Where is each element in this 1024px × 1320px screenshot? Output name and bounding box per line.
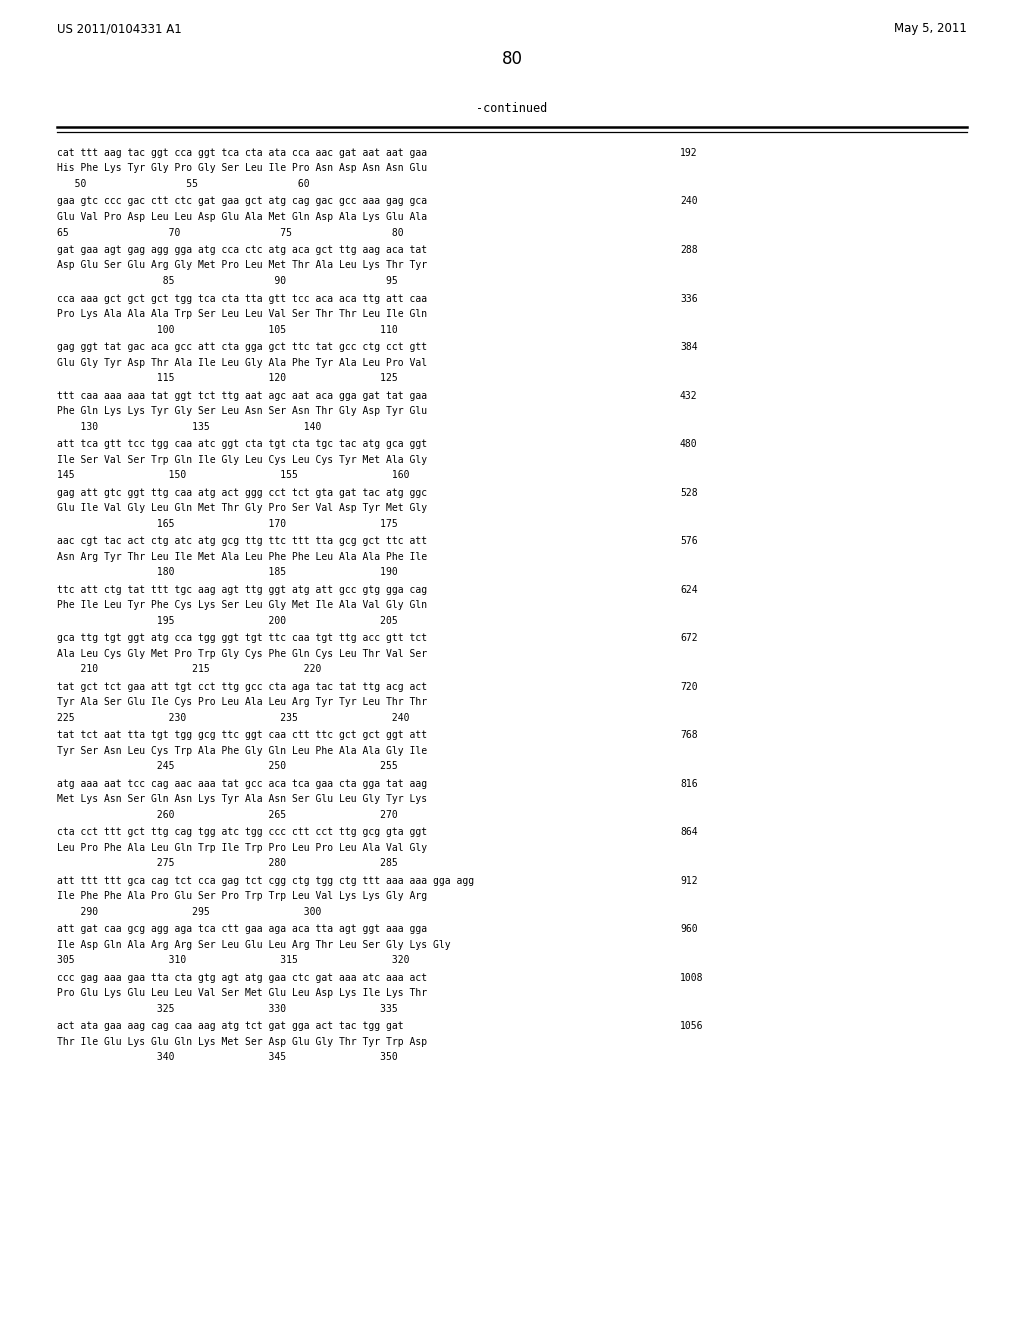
Text: ccc gag aaa gaa tta cta gtg agt atg gaa ctc gat aaa atc aaa act: ccc gag aaa gaa tta cta gtg agt atg gaa … bbox=[57, 973, 427, 982]
Text: aac cgt tac act ctg atc atg gcg ttg ttc ttt tta gcg gct ttc att: aac cgt tac act ctg atc atg gcg ttg ttc … bbox=[57, 536, 427, 546]
Text: Asn Arg Tyr Thr Leu Ile Met Ala Leu Phe Phe Leu Ala Ala Phe Ile: Asn Arg Tyr Thr Leu Ile Met Ala Leu Phe … bbox=[57, 552, 427, 561]
Text: US 2011/0104331 A1: US 2011/0104331 A1 bbox=[57, 22, 181, 36]
Text: att tca gtt tcc tgg caa atc ggt cta tgt cta tgc tac atg gca ggt: att tca gtt tcc tgg caa atc ggt cta tgt … bbox=[57, 440, 427, 449]
Text: act ata gaa aag cag caa aag atg tct gat gga act tac tgg gat: act ata gaa aag cag caa aag atg tct gat … bbox=[57, 1020, 403, 1031]
Text: Phe Ile Leu Tyr Phe Cys Lys Ser Leu Gly Met Ile Ala Val Gly Gln: Phe Ile Leu Tyr Phe Cys Lys Ser Leu Gly … bbox=[57, 601, 427, 610]
Text: 195                200                205: 195 200 205 bbox=[57, 615, 397, 626]
Text: 960: 960 bbox=[680, 924, 697, 935]
Text: Glu Val Pro Asp Leu Leu Asp Glu Ala Met Gln Asp Ala Lys Glu Ala: Glu Val Pro Asp Leu Leu Asp Glu Ala Met … bbox=[57, 213, 427, 222]
Text: 165                170                175: 165 170 175 bbox=[57, 519, 397, 528]
Text: 260                265                270: 260 265 270 bbox=[57, 809, 397, 820]
Text: 912: 912 bbox=[680, 875, 697, 886]
Text: 115                120                125: 115 120 125 bbox=[57, 374, 397, 383]
Text: att gat caa gcg agg aga tca ctt gaa aga aca tta agt ggt aaa gga: att gat caa gcg agg aga tca ctt gaa aga … bbox=[57, 924, 427, 935]
Text: 432: 432 bbox=[680, 391, 697, 400]
Text: 864: 864 bbox=[680, 828, 697, 837]
Text: Ile Phe Phe Ala Pro Glu Ser Pro Trp Trp Leu Val Lys Lys Gly Arg: Ile Phe Phe Ala Pro Glu Ser Pro Trp Trp … bbox=[57, 891, 427, 902]
Text: 384: 384 bbox=[680, 342, 697, 352]
Text: atg aaa aat tcc cag aac aaa tat gcc aca tca gaa cta gga tat aag: atg aaa aat tcc cag aac aaa tat gcc aca … bbox=[57, 779, 427, 788]
Text: May 5, 2011: May 5, 2011 bbox=[894, 22, 967, 36]
Text: 325                330                335: 325 330 335 bbox=[57, 1003, 397, 1014]
Text: Ile Asp Gln Ala Arg Arg Ser Leu Glu Leu Arg Thr Leu Ser Gly Lys Gly: Ile Asp Gln Ala Arg Arg Ser Leu Glu Leu … bbox=[57, 940, 451, 949]
Text: 336: 336 bbox=[680, 293, 697, 304]
Text: tat gct tct gaa att tgt cct ttg gcc cta aga tac tat ttg acg act: tat gct tct gaa att tgt cct ttg gcc cta … bbox=[57, 681, 427, 692]
Text: Tyr Ser Asn Leu Cys Trp Ala Phe Gly Gln Leu Phe Ala Ala Gly Ile: Tyr Ser Asn Leu Cys Trp Ala Phe Gly Gln … bbox=[57, 746, 427, 755]
Text: att ttt ttt gca cag tct cca gag tct cgg ctg tgg ctg ttt aaa aaa gga agg: att ttt ttt gca cag tct cca gag tct cgg … bbox=[57, 875, 474, 886]
Text: ttc att ctg tat ttt tgc aag agt ttg ggt atg att gcc gtg gga cag: ttc att ctg tat ttt tgc aag agt ttg ggt … bbox=[57, 585, 427, 594]
Text: Pro Lys Ala Ala Ala Trp Ser Leu Leu Val Ser Thr Thr Leu Ile Gln: Pro Lys Ala Ala Ala Trp Ser Leu Leu Val … bbox=[57, 309, 427, 319]
Text: 290                295                300: 290 295 300 bbox=[57, 907, 322, 916]
Text: gat gaa agt gag agg gga atg cca ctc atg aca gct ttg aag aca tat: gat gaa agt gag agg gga atg cca ctc atg … bbox=[57, 246, 427, 255]
Text: Thr Ile Glu Lys Glu Gln Lys Met Ser Asp Glu Gly Thr Tyr Trp Asp: Thr Ile Glu Lys Glu Gln Lys Met Ser Asp … bbox=[57, 1036, 427, 1047]
Text: 130                135                140: 130 135 140 bbox=[57, 421, 322, 432]
Text: 225                230                235                240: 225 230 235 240 bbox=[57, 713, 410, 722]
Text: cca aaa gct gct gct tgg tca cta tta gtt tcc aca aca ttg att caa: cca aaa gct gct gct tgg tca cta tta gtt … bbox=[57, 293, 427, 304]
Text: Glu Gly Tyr Asp Thr Ala Ile Leu Gly Ala Phe Tyr Ala Leu Pro Val: Glu Gly Tyr Asp Thr Ala Ile Leu Gly Ala … bbox=[57, 358, 427, 367]
Text: tat tct aat tta tgt tgg gcg ttc ggt caa ctt ttc gct gct ggt att: tat tct aat tta tgt tgg gcg ttc ggt caa … bbox=[57, 730, 427, 741]
Text: Tyr Ala Ser Glu Ile Cys Pro Leu Ala Leu Arg Tyr Tyr Leu Thr Thr: Tyr Ala Ser Glu Ile Cys Pro Leu Ala Leu … bbox=[57, 697, 427, 708]
Text: Ala Leu Cys Gly Met Pro Trp Gly Cys Phe Gln Cys Leu Thr Val Ser: Ala Leu Cys Gly Met Pro Trp Gly Cys Phe … bbox=[57, 648, 427, 659]
Text: Pro Glu Lys Glu Leu Leu Val Ser Met Glu Leu Asp Lys Ile Lys Thr: Pro Glu Lys Glu Leu Leu Val Ser Met Glu … bbox=[57, 987, 427, 998]
Text: 768: 768 bbox=[680, 730, 697, 741]
Text: cat ttt aag tac ggt cca ggt tca cta ata cca aac gat aat aat gaa: cat ttt aag tac ggt cca ggt tca cta ata … bbox=[57, 148, 427, 158]
Text: 624: 624 bbox=[680, 585, 697, 594]
Text: 288: 288 bbox=[680, 246, 697, 255]
Text: Phe Gln Lys Lys Tyr Gly Ser Leu Asn Ser Asn Thr Gly Asp Tyr Glu: Phe Gln Lys Lys Tyr Gly Ser Leu Asn Ser … bbox=[57, 407, 427, 416]
Text: cta cct ttt gct ttg cag tgg atc tgg ccc ctt cct ttg gcg gta ggt: cta cct ttt gct ttg cag tgg atc tgg ccc … bbox=[57, 828, 427, 837]
Text: gag ggt tat gac aca gcc att cta gga gct ttc tat gcc ctg cct gtt: gag ggt tat gac aca gcc att cta gga gct … bbox=[57, 342, 427, 352]
Text: 145                150                155                160: 145 150 155 160 bbox=[57, 470, 410, 480]
Text: 192: 192 bbox=[680, 148, 697, 158]
Text: 305                310                315                320: 305 310 315 320 bbox=[57, 954, 410, 965]
Text: -continued: -continued bbox=[476, 102, 548, 115]
Text: 1056: 1056 bbox=[680, 1020, 703, 1031]
Text: 275                280                285: 275 280 285 bbox=[57, 858, 397, 869]
Text: 50                 55                 60: 50 55 60 bbox=[57, 180, 309, 189]
Text: gag att gtc ggt ttg caa atg act ggg cct tct gta gat tac atg ggc: gag att gtc ggt ttg caa atg act ggg cct … bbox=[57, 487, 427, 498]
Text: Ile Ser Val Ser Trp Gln Ile Gly Leu Cys Leu Cys Tyr Met Ala Gly: Ile Ser Val Ser Trp Gln Ile Gly Leu Cys … bbox=[57, 454, 427, 465]
Text: gca ttg tgt ggt atg cca tgg ggt tgt ttc caa tgt ttg acc gtt tct: gca ttg tgt ggt atg cca tgg ggt tgt ttc … bbox=[57, 634, 427, 643]
Text: 100                105                110: 100 105 110 bbox=[57, 325, 397, 334]
Text: 1008: 1008 bbox=[680, 973, 703, 982]
Text: 576: 576 bbox=[680, 536, 697, 546]
Text: Met Lys Asn Ser Gln Asn Lys Tyr Ala Asn Ser Glu Leu Gly Tyr Lys: Met Lys Asn Ser Gln Asn Lys Tyr Ala Asn … bbox=[57, 795, 427, 804]
Text: 85                 90                 95: 85 90 95 bbox=[57, 276, 397, 286]
Text: 340                345                350: 340 345 350 bbox=[57, 1052, 397, 1063]
Text: 720: 720 bbox=[680, 681, 697, 692]
Text: gaa gtc ccc gac ctt ctc gat gaa gct atg cag gac gcc aaa gag gca: gaa gtc ccc gac ctt ctc gat gaa gct atg … bbox=[57, 197, 427, 206]
Text: 480: 480 bbox=[680, 440, 697, 449]
Text: Leu Pro Phe Ala Leu Gln Trp Ile Trp Pro Leu Pro Leu Ala Val Gly: Leu Pro Phe Ala Leu Gln Trp Ile Trp Pro … bbox=[57, 842, 427, 853]
Text: Asp Glu Ser Glu Arg Gly Met Pro Leu Met Thr Ala Leu Lys Thr Tyr: Asp Glu Ser Glu Arg Gly Met Pro Leu Met … bbox=[57, 260, 427, 271]
Text: His Phe Lys Tyr Gly Pro Gly Ser Leu Ile Pro Asn Asp Asn Asn Glu: His Phe Lys Tyr Gly Pro Gly Ser Leu Ile … bbox=[57, 164, 427, 173]
Text: 210                215                220: 210 215 220 bbox=[57, 664, 322, 675]
Text: 80: 80 bbox=[502, 50, 522, 69]
Text: 180                185                190: 180 185 190 bbox=[57, 568, 397, 577]
Text: 816: 816 bbox=[680, 779, 697, 788]
Text: 528: 528 bbox=[680, 487, 697, 498]
Text: 245                250                255: 245 250 255 bbox=[57, 762, 397, 771]
Text: Glu Ile Val Gly Leu Gln Met Thr Gly Pro Ser Val Asp Tyr Met Gly: Glu Ile Val Gly Leu Gln Met Thr Gly Pro … bbox=[57, 503, 427, 513]
Text: 65                 70                 75                 80: 65 70 75 80 bbox=[57, 227, 403, 238]
Text: 672: 672 bbox=[680, 634, 697, 643]
Text: ttt caa aaa aaa tat ggt tct ttg aat agc aat aca gga gat tat gaa: ttt caa aaa aaa tat ggt tct ttg aat agc … bbox=[57, 391, 427, 400]
Text: 240: 240 bbox=[680, 197, 697, 206]
